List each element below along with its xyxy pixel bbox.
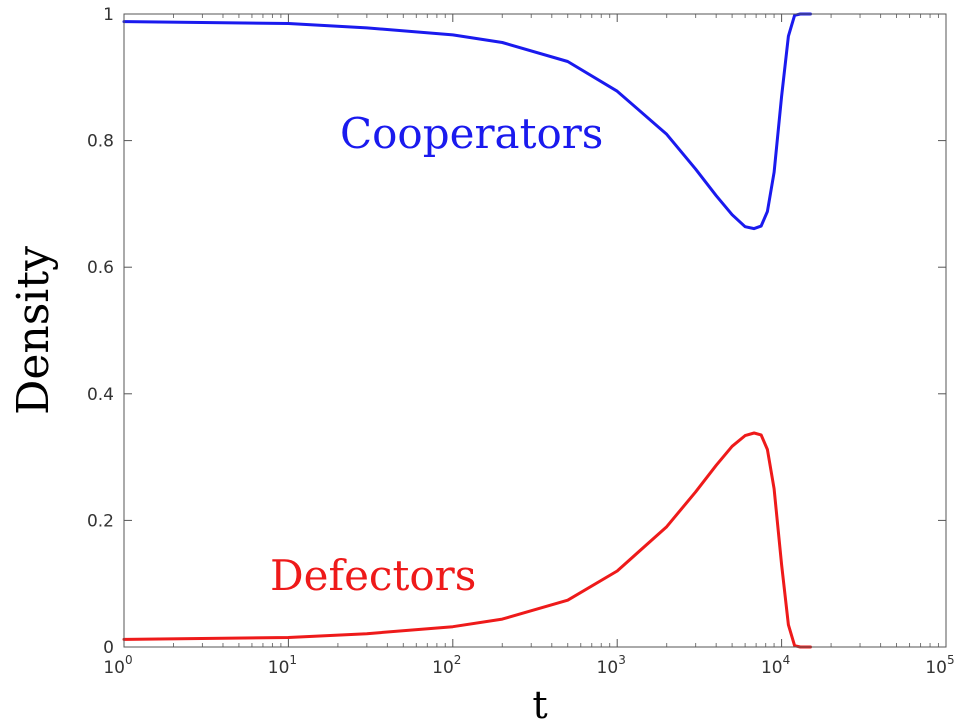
- plot-frame: [123, 13, 947, 648]
- y-tick-label: 0.8: [87, 132, 114, 152]
- tick-labels-layer: 100 101 102 103 104 105 0 0.2 0.4 0.6 0.8 1: [87, 5, 955, 678]
- series-line-cooperators: [122, 12, 812, 231]
- x-tick-label: 101: [268, 653, 297, 678]
- y-tick-label: 1: [103, 5, 114, 25]
- series-label-cooperators: Cooperators: [340, 109, 603, 158]
- x-tick-label: 102: [432, 653, 461, 678]
- x-tick-label: 105: [925, 653, 954, 678]
- x-tick-label: 100: [103, 653, 132, 678]
- lines-layer: [122, 12, 812, 649]
- series-label-defectors: Defectors: [270, 551, 476, 600]
- x-axis-title: t: [532, 683, 547, 726]
- series-line-defectors: [122, 431, 812, 649]
- x-tick-label: 103: [597, 653, 626, 678]
- y-tick-label: 0.2: [87, 511, 114, 531]
- x-tick-label: 104: [761, 653, 790, 678]
- y-axis-title: Density: [8, 246, 59, 415]
- y-tick-label: 0.4: [87, 385, 114, 405]
- y-tick-label: 0: [103, 638, 114, 658]
- y-tick-label: 0.6: [87, 258, 114, 278]
